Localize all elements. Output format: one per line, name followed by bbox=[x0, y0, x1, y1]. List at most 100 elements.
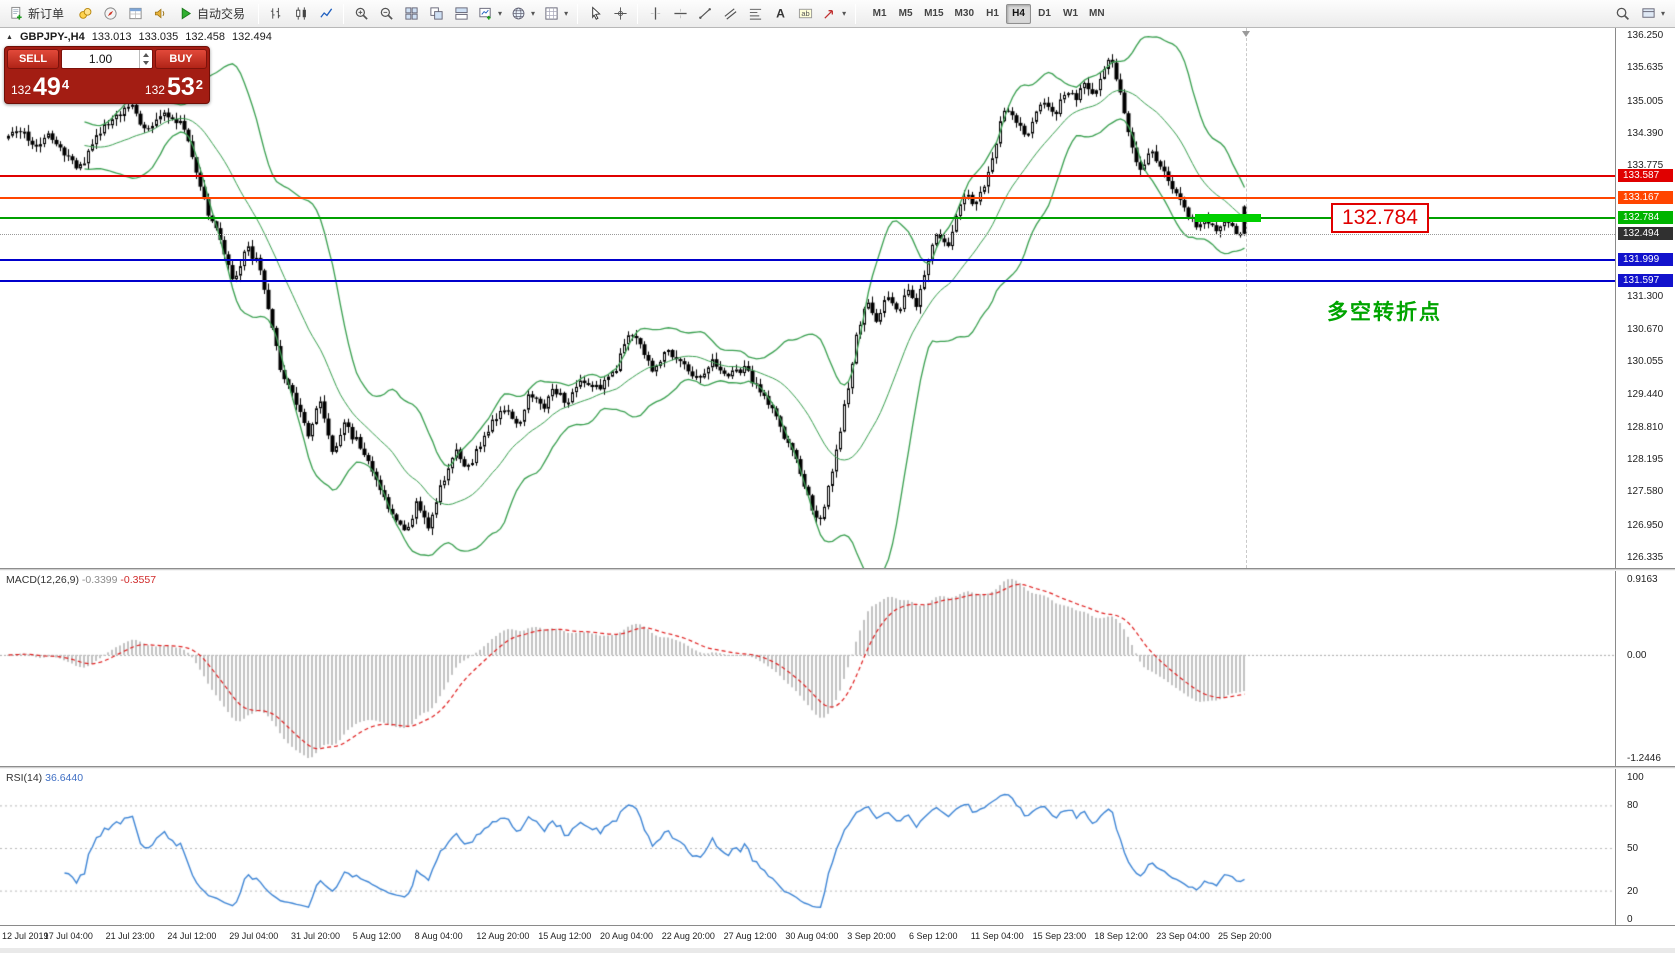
zoom-in-icon bbox=[355, 7, 368, 20]
candlestick-chart-button[interactable] bbox=[289, 3, 313, 25]
navigator-button[interactable] bbox=[98, 3, 122, 25]
time-label: 8 Aug 04:00 bbox=[414, 931, 463, 941]
main-chart-canvas[interactable] bbox=[0, 28, 1615, 568]
time-label: 27 Aug 12:00 bbox=[723, 931, 777, 941]
navigator-icon bbox=[103, 7, 117, 20]
hline-131.597[interactable] bbox=[0, 279, 1615, 282]
tile-windows-button[interactable] bbox=[399, 3, 423, 25]
timeframe-M1[interactable]: M1 bbox=[872, 8, 887, 19]
time-axis[interactable]: 12 Jul 2019 17 Jul 04:00 21 Jul 23:00 24 Ju… bbox=[0, 925, 1675, 948]
data-window-icon bbox=[128, 7, 142, 20]
crosshair-button[interactable] bbox=[608, 3, 632, 25]
volume-input[interactable]: 1.00 bbox=[88, 52, 113, 66]
timeframe-M15[interactable]: M15 bbox=[924, 8, 944, 19]
ohlc-low: 132.458 bbox=[185, 31, 226, 43]
green-highlight-segment[interactable] bbox=[1195, 214, 1261, 223]
timeframe-H1[interactable]: H1 bbox=[986, 8, 999, 19]
text-icon: A bbox=[776, 7, 785, 21]
hline-131.999[interactable] bbox=[0, 258, 1615, 261]
price-tick-133.775: 133.775 bbox=[1627, 160, 1664, 172]
rsi-panel-canvas[interactable] bbox=[0, 769, 1615, 925]
timeframe-W1[interactable]: W1 bbox=[1063, 8, 1078, 19]
zoom-in-button[interactable] bbox=[349, 3, 373, 25]
layout-button[interactable]: ▾ bbox=[1637, 3, 1669, 25]
new-order-label: 新订单 bbox=[28, 7, 65, 21]
volume-spinner[interactable] bbox=[139, 50, 152, 68]
timeframe-M30[interactable]: M30 bbox=[954, 8, 974, 19]
vertical-line-button[interactable] bbox=[643, 3, 667, 25]
price-label-131.597: 131.597 bbox=[1618, 273, 1673, 287]
price-annotation-box[interactable]: 132.784 bbox=[1331, 203, 1429, 234]
new-order-button[interactable]: 新订单 bbox=[4, 3, 72, 25]
sell-button[interactable]: SELL bbox=[7, 49, 59, 69]
cursor-icon bbox=[591, 6, 601, 20]
timeframe-H4[interactable]: H4 bbox=[1006, 3, 1031, 24]
horizontal-line-button[interactable] bbox=[668, 3, 692, 25]
fibonacci-button[interactable] bbox=[743, 3, 767, 25]
hline-133.587[interactable] bbox=[0, 175, 1615, 178]
profiles-button[interactable]: ▾ bbox=[507, 3, 539, 25]
autotrading-button[interactable]: 自动交易 bbox=[173, 3, 253, 25]
price-tick-134.390: 134.390 bbox=[1627, 127, 1664, 139]
svg-text:ab: ab bbox=[801, 9, 809, 18]
price-tick-136.250: 136.250 bbox=[1627, 30, 1664, 41]
hline-132.784[interactable] bbox=[0, 217, 1615, 220]
arrow-tools-button[interactable]: ▾ bbox=[818, 3, 850, 25]
time-label: 25 Sep 20:00 bbox=[1218, 931, 1272, 941]
time-label: 22 Aug 20:00 bbox=[661, 931, 715, 941]
rsi-scale-50: 50 bbox=[1627, 843, 1639, 854]
cascade-windows-button[interactable] bbox=[424, 3, 448, 25]
ohlc-close: 132.494 bbox=[232, 31, 272, 43]
buy-price[interactable]: 132 53 2 bbox=[144, 73, 203, 101]
ohlc-high: 133.035 bbox=[138, 31, 179, 43]
market-watch-button[interactable] bbox=[73, 3, 97, 25]
sell-price[interactable]: 132 49 4 bbox=[11, 73, 70, 101]
cursor-button[interactable] bbox=[583, 3, 607, 25]
text-label-button[interactable]: ab bbox=[793, 3, 817, 25]
arrange-windows-icon bbox=[454, 7, 468, 20]
vertical-line-icon bbox=[650, 7, 660, 20]
time-label: 12 Aug 20:00 bbox=[476, 931, 530, 941]
current-price-label: 132.494 bbox=[1618, 226, 1673, 240]
chart-shift-marker-icon[interactable] bbox=[1242, 31, 1250, 37]
note-annotation-text[interactable]: 多空转折点 bbox=[1327, 301, 1442, 324]
news-button[interactable] bbox=[148, 3, 172, 25]
hline-133.167[interactable] bbox=[0, 197, 1615, 200]
line-chart-button[interactable] bbox=[314, 3, 338, 25]
bar-chart-button[interactable] bbox=[264, 3, 288, 25]
panel-splitter-1[interactable] bbox=[0, 568, 1675, 571]
toolbar-separator bbox=[637, 3, 639, 24]
macd-indicator-label: MACD(12,26,9) -0.3399 -0.3557 bbox=[6, 574, 157, 586]
time-label: 5 Aug 12:00 bbox=[352, 931, 401, 941]
zoom-out-button[interactable] bbox=[374, 3, 398, 25]
price-tick-130.055: 130.055 bbox=[1627, 356, 1664, 368]
panel-splitter-2[interactable] bbox=[0, 766, 1675, 769]
buy-button[interactable]: BUY bbox=[155, 49, 207, 69]
last-bar-line bbox=[1246, 28, 1247, 568]
timeframe-M5[interactable]: M5 bbox=[898, 8, 913, 19]
macd-scale-zero: 0.00 bbox=[1627, 649, 1647, 661]
trendline-button[interactable] bbox=[693, 3, 717, 25]
timeframe-MN[interactable]: MN bbox=[1089, 8, 1105, 19]
data-window-button[interactable] bbox=[123, 3, 147, 25]
chevron-down-icon: ▾ bbox=[842, 9, 847, 18]
time-label: 29 Jul 04:00 bbox=[229, 931, 279, 941]
volume-control[interactable]: 1.00 bbox=[61, 49, 153, 69]
equidistant-channel-button[interactable] bbox=[718, 3, 742, 25]
chart-marker-icon: ▲ bbox=[6, 33, 13, 41]
macd-scale-min: -1.2446 bbox=[1627, 753, 1661, 764]
macd-panel-canvas[interactable] bbox=[0, 571, 1615, 766]
text-button[interactable]: A bbox=[768, 3, 792, 25]
timeframe-D1[interactable]: D1 bbox=[1038, 8, 1051, 19]
bar-chart-icon bbox=[270, 7, 280, 19]
price-scale[interactable]: 136.250 135.635 135.005 134.390 133.775 131.3… bbox=[1615, 28, 1675, 925]
templates-icon bbox=[545, 7, 558, 20]
price-tick-126.335: 126.335 bbox=[1627, 552, 1664, 563]
templates-button[interactable]: ▾ bbox=[540, 3, 572, 25]
toolbar-separator bbox=[855, 3, 857, 24]
new-chart-button[interactable]: ▾ bbox=[474, 3, 506, 25]
search-button[interactable] bbox=[1611, 3, 1635, 25]
arrange-windows-button[interactable] bbox=[449, 3, 473, 25]
ohlc-open: 133.013 bbox=[91, 31, 132, 43]
time-label: 11 Sep 04:00 bbox=[970, 931, 1024, 941]
